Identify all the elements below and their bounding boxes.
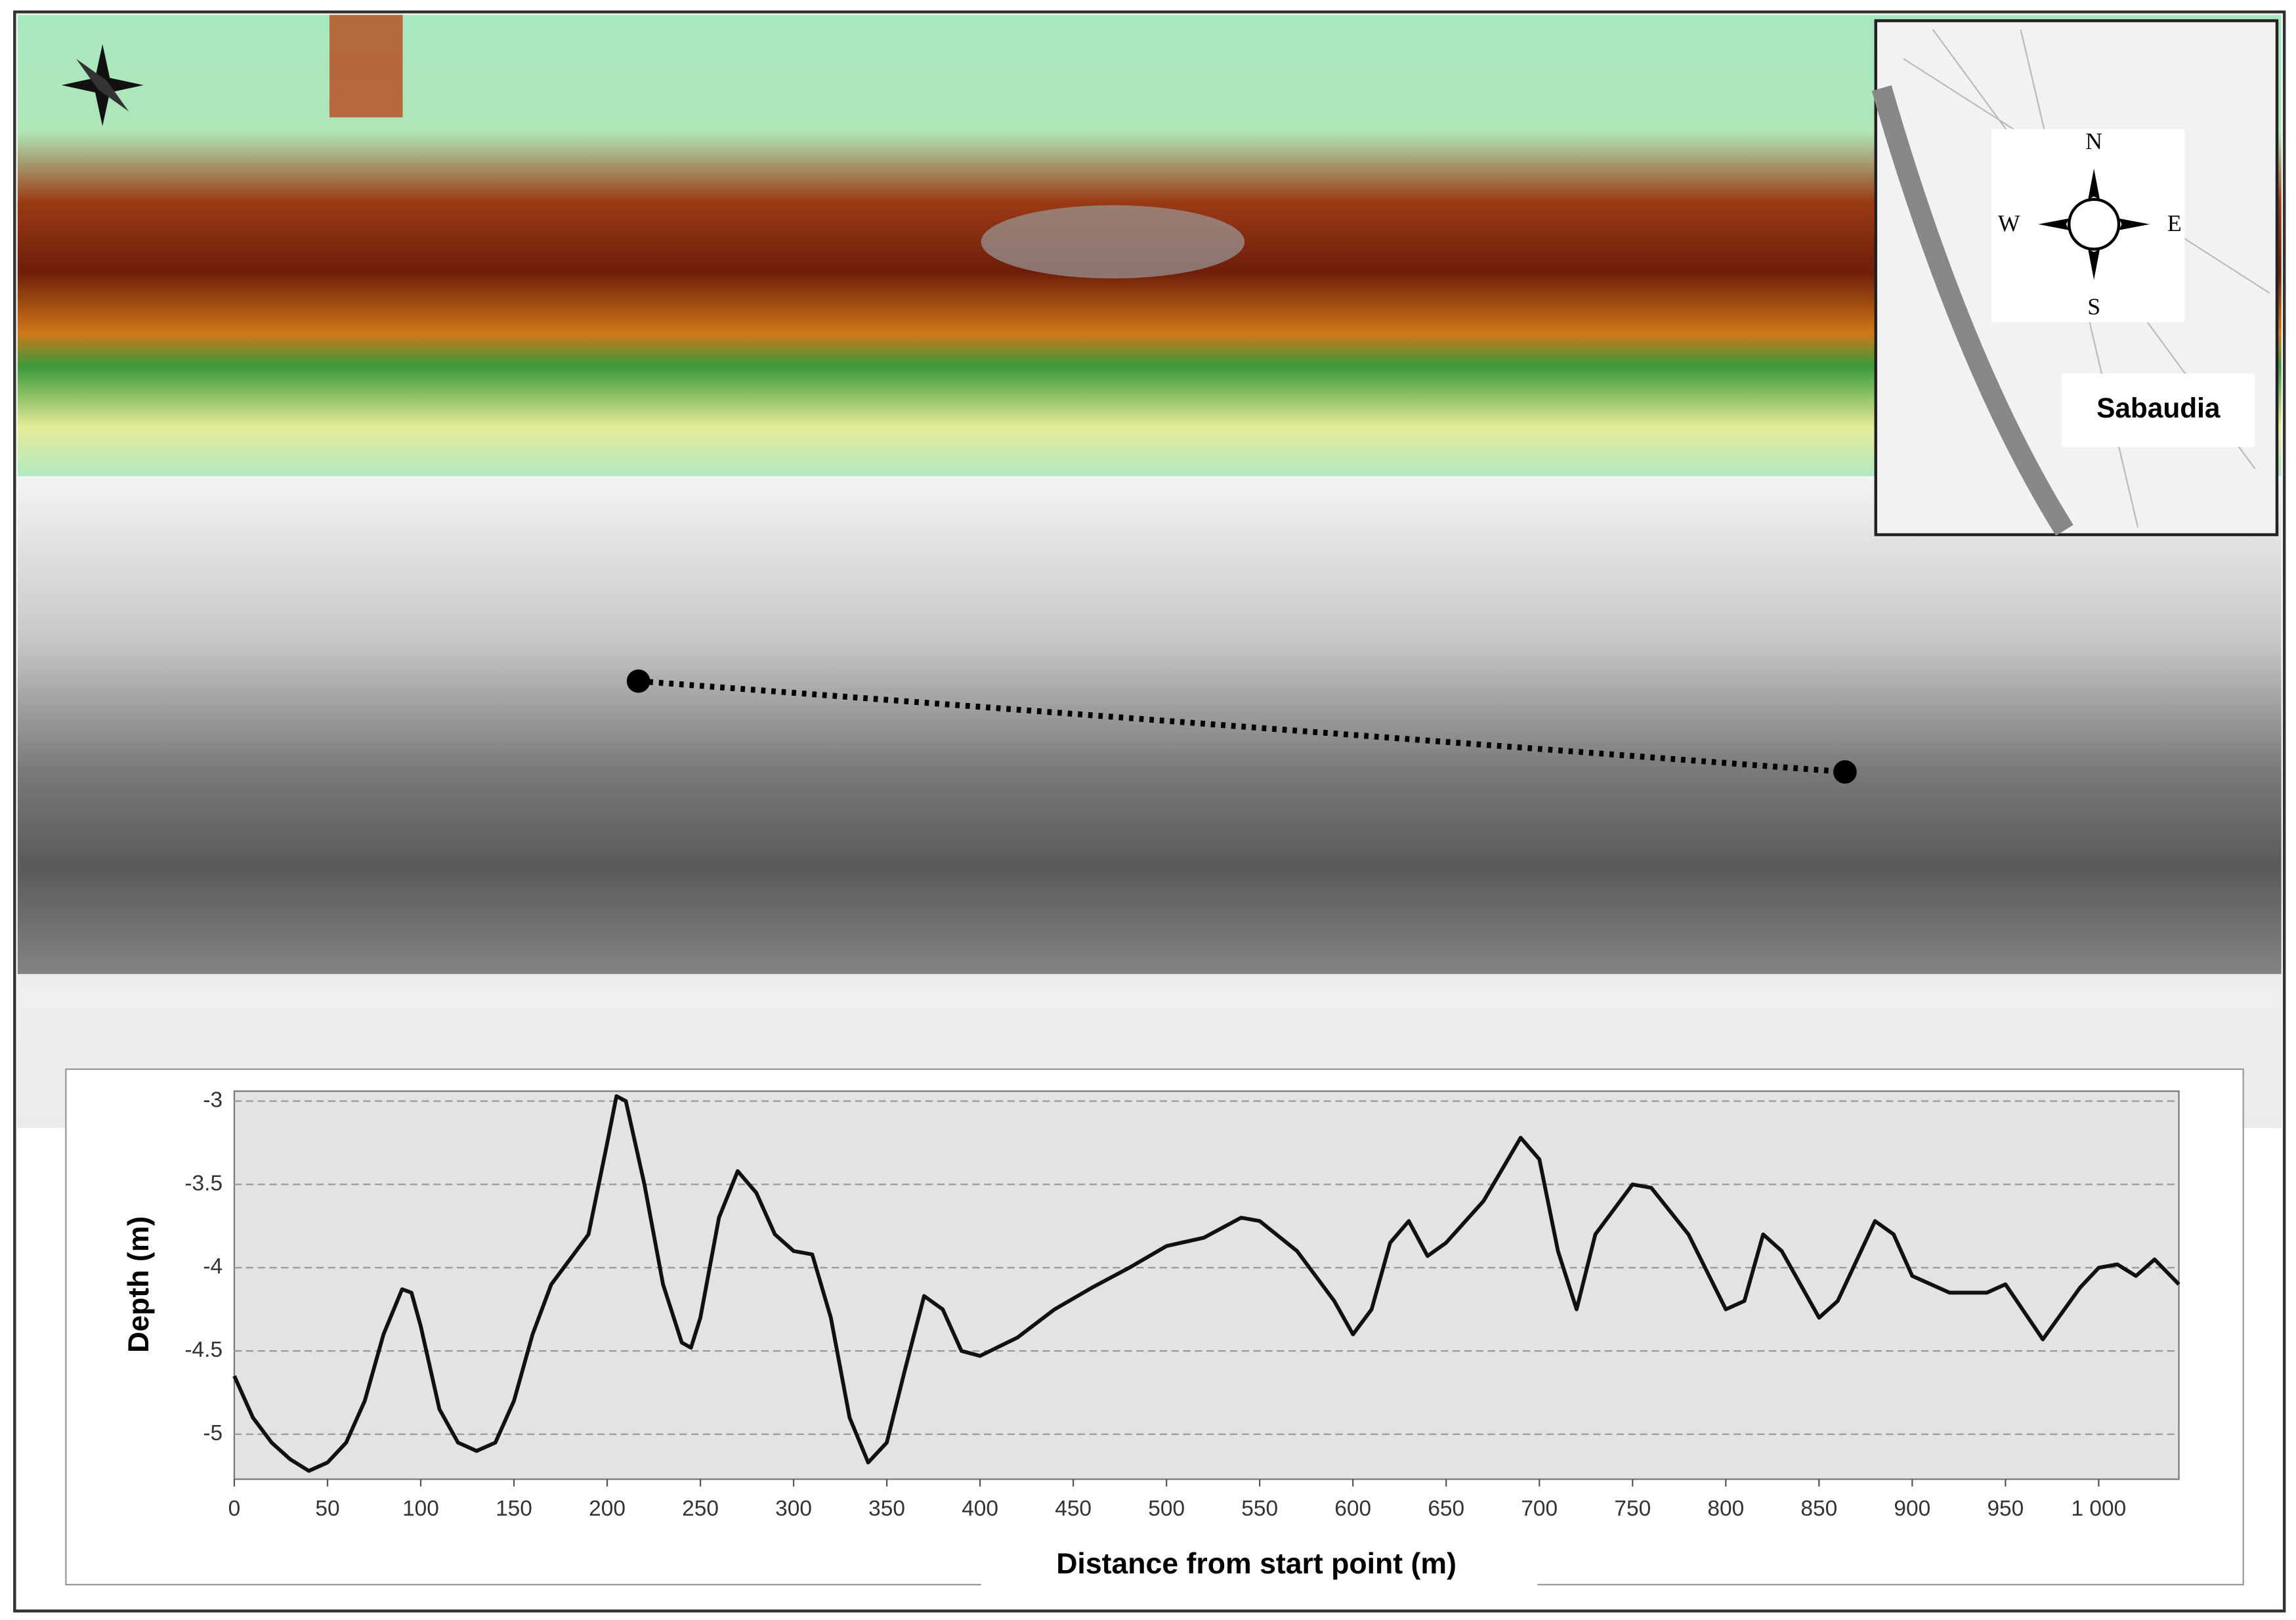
y-tick-label: -4 [203, 1254, 223, 1279]
x-title-bg [981, 1543, 1538, 1588]
north-arrow [61, 44, 144, 127]
x-tick-label: 1 000 [2072, 1497, 2127, 1521]
x-tick-label: 500 [1148, 1497, 1185, 1521]
plot-area [233, 1090, 2180, 1480]
x-tick-label: 900 [1894, 1497, 1930, 1521]
x-tick-label: 750 [1614, 1497, 1651, 1521]
y-tick-label: -3.5 [184, 1171, 223, 1195]
inset-label: Sabaudia [2096, 393, 2221, 423]
x-tick-label: 850 [1800, 1497, 1837, 1521]
compass-s: S [2087, 293, 2100, 320]
y-tick-label: -5 [203, 1421, 223, 1445]
inset-map: N S W E Sabaudia [1871, 19, 2279, 536]
profile-line [638, 678, 1846, 775]
x-tick-label: 150 [496, 1497, 532, 1521]
x-tick-label: 300 [775, 1497, 812, 1521]
x-tick-label: 400 [962, 1497, 998, 1521]
land-patch [329, 14, 403, 117]
x-tick-label: 600 [1334, 1497, 1371, 1521]
profile-end [1833, 760, 1857, 784]
x-tick-label: 650 [1428, 1497, 1464, 1521]
compass-e: E [2167, 210, 2182, 236]
x-tick-label: 550 [1241, 1497, 1278, 1521]
x-tick-label: 800 [1707, 1497, 1744, 1521]
profile-line [232, 1094, 2180, 1473]
x-tick-label: 950 [1987, 1497, 2024, 1521]
x-tick-label: 350 [868, 1497, 905, 1521]
x-tick-label: 0 [228, 1497, 241, 1521]
y-tick-label: -3 [203, 1088, 223, 1112]
y-tick-label: -4.5 [184, 1338, 223, 1362]
x-axis-title: Distance from start point (m) [1056, 1548, 1456, 1580]
land-patch [981, 205, 1245, 279]
x-tick-label: 200 [589, 1497, 626, 1521]
y-axis-title: Depth (m) [123, 1216, 155, 1353]
x-tick-label: 250 [682, 1497, 719, 1521]
x-tick-label: 100 [402, 1497, 439, 1521]
x-tick-label: 450 [1055, 1497, 1092, 1521]
profile-start [626, 669, 650, 693]
x-tick-label: 50 [315, 1497, 339, 1521]
compass-n: N [2085, 128, 2102, 154]
compass-w: W [1998, 210, 2020, 236]
x-tick-label: 700 [1521, 1497, 1558, 1521]
